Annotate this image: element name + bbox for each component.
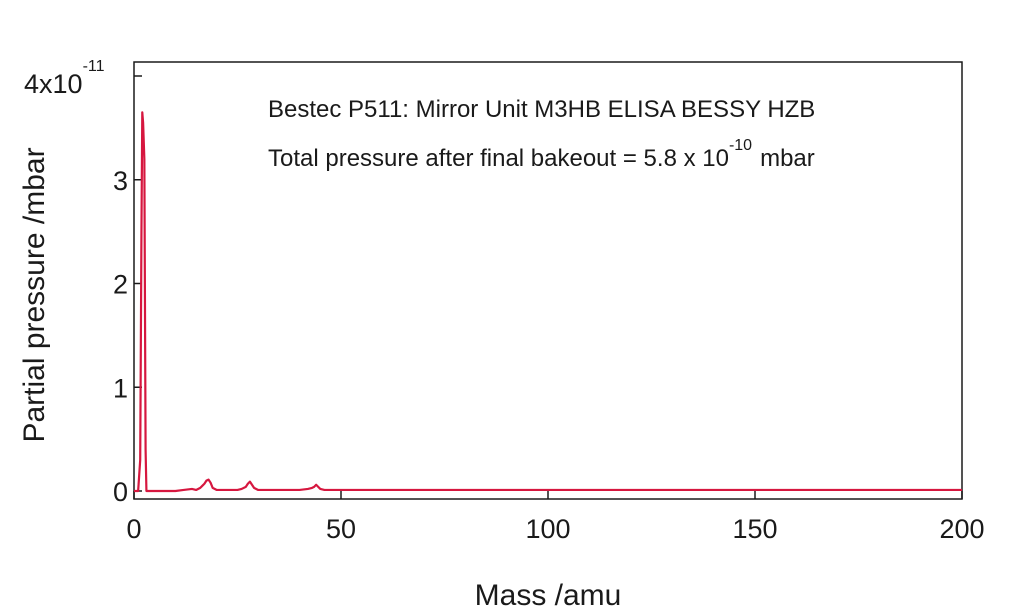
- y-tick-label: 0: [113, 477, 128, 507]
- annotation-total-pressure: Total pressure after final bakeout = 5.8…: [268, 137, 815, 172]
- y-axis-title: Partial pressure /mbar: [18, 147, 51, 442]
- annotation-total-pressure-text: Total pressure after final bakeout = 5.8…: [268, 145, 729, 172]
- x-tick-label: 50: [326, 514, 356, 544]
- y-axis: 0 1 2 3: [113, 75, 142, 507]
- annotation-title: Bestec P511: Mirror Unit M3HB ELISA BESS…: [268, 96, 815, 123]
- annotation-total-pressure-unit: mbar: [760, 145, 815, 172]
- x-axis-title: Mass /amu: [475, 579, 622, 612]
- y-axis-multiplier: 4x10-11: [24, 58, 105, 99]
- y-multiplier-exponent: -11: [83, 58, 105, 75]
- y-tick-label: 1: [113, 373, 128, 403]
- x-tick-label: 0: [126, 514, 141, 544]
- x-tick-label: 200: [939, 514, 984, 544]
- series-line: [134, 111, 962, 493]
- x-tick-label: 100: [525, 514, 570, 544]
- x-axis: 0 50 100 150 200: [126, 491, 985, 544]
- plot-frame: [133, 61, 963, 500]
- y-multiplier-base: 4x10: [24, 69, 83, 99]
- y-tick-label: 3: [113, 166, 128, 196]
- annotation-total-pressure-exponent: -10: [729, 137, 752, 154]
- y-tick-label: 2: [113, 270, 128, 300]
- x-tick-label: 150: [732, 514, 777, 544]
